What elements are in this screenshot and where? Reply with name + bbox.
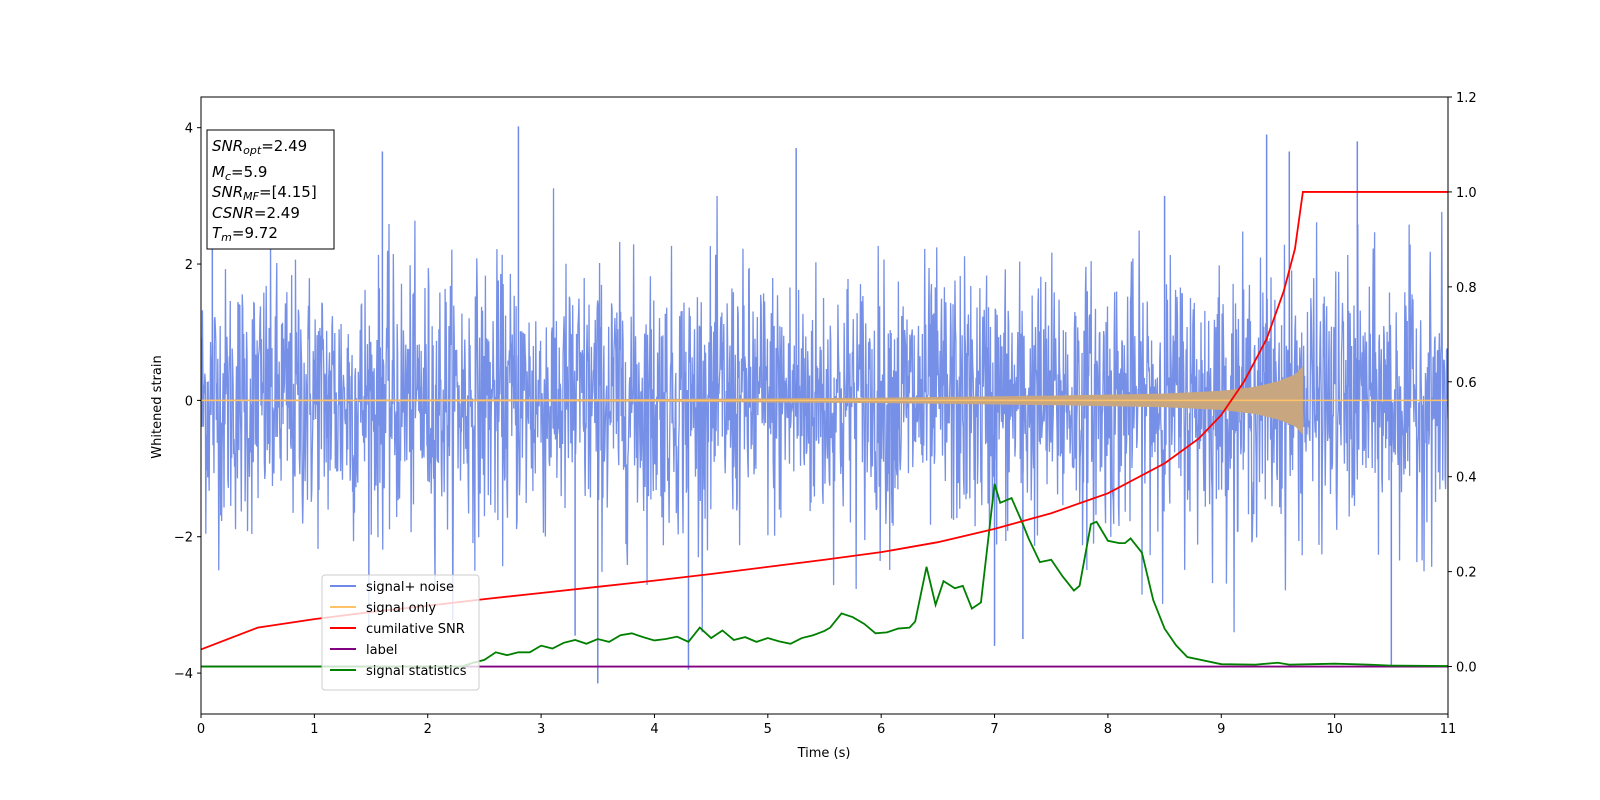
legend: signal+ noise signal only cumilative SNR la… bbox=[321, 574, 480, 691]
x-tick-label: 8 bbox=[1104, 722, 1112, 737]
annotation-snr-opt: SNRopt=2.49 bbox=[212, 137, 307, 157]
x-tick-label: 10 bbox=[1326, 722, 1343, 737]
annotation-mc: Mc=5.9 bbox=[212, 163, 267, 183]
x-tick-label: 7 bbox=[990, 722, 998, 737]
legend-frame bbox=[321, 574, 480, 691]
annotation-tm: Tm=9.72 bbox=[212, 224, 278, 244]
x-tick-label: 3 bbox=[537, 722, 545, 737]
y2-tick-label: 0.6 bbox=[1456, 376, 1477, 391]
x-tick-label: 2 bbox=[424, 722, 432, 737]
annotation-box: SNRopt=2.49 Mc=5.9 SNRMF=[4.15] CSNR=2.4… bbox=[206, 129, 335, 250]
y2-tick-label: 0.2 bbox=[1456, 566, 1477, 581]
y-tick-label: −2 bbox=[174, 531, 193, 546]
legend-label: signal statistics bbox=[366, 664, 467, 679]
y2-tick-label: 1.0 bbox=[1456, 186, 1477, 201]
y-tick-label: 4 bbox=[185, 122, 193, 137]
signal-plus-noise-trace bbox=[201, 126, 1448, 684]
plot-frame bbox=[200, 96, 1449, 715]
y-tick-label: −4 bbox=[174, 667, 193, 682]
x-tick-label: 1 bbox=[310, 722, 318, 737]
annotation-snr-mf: SNRMF=[4.15] bbox=[212, 183, 317, 203]
signal-only-trace bbox=[201, 366, 1448, 435]
x-tick-label: 4 bbox=[650, 722, 658, 737]
legend-label: cumilative SNR bbox=[366, 622, 465, 637]
x-axis-label: Time (s) bbox=[797, 746, 851, 761]
x-tick-label: 9 bbox=[1217, 722, 1225, 737]
y-tick-label: 0 bbox=[185, 394, 193, 409]
signal-statistics-line bbox=[201, 483, 1448, 668]
x-tick-label: 6 bbox=[877, 722, 885, 737]
legend-label: signal+ noise bbox=[366, 580, 454, 595]
x-tick-label: 0 bbox=[197, 722, 205, 737]
y-axis-left: −4 −2 0 2 4 bbox=[174, 122, 201, 682]
y-tick-label: 2 bbox=[185, 258, 193, 273]
y-axis-label: Whitened strain bbox=[150, 355, 165, 458]
y2-tick-label: 0.4 bbox=[1456, 471, 1477, 486]
annotation-frame bbox=[206, 129, 335, 250]
legend-label: signal only bbox=[366, 601, 436, 616]
y2-tick-label: 1.2 bbox=[1456, 91, 1477, 106]
x-axis: 0 1 2 3 4 5 6 7 8 9 10 11 bbox=[197, 714, 1456, 737]
noise-line bbox=[201, 188, 1448, 633]
x-tick-label: 5 bbox=[764, 722, 772, 737]
annotation-csnr: CSNR=2.49 bbox=[212, 204, 300, 222]
legend-label: label bbox=[366, 643, 397, 658]
y-axis-right: 0.0 0.2 0.4 0.6 0.8 1.0 1.2 bbox=[1448, 91, 1477, 676]
y2-tick-label: 0.8 bbox=[1456, 281, 1477, 296]
y2-tick-label: 0.0 bbox=[1456, 661, 1477, 676]
x-tick-label: 11 bbox=[1440, 722, 1457, 737]
